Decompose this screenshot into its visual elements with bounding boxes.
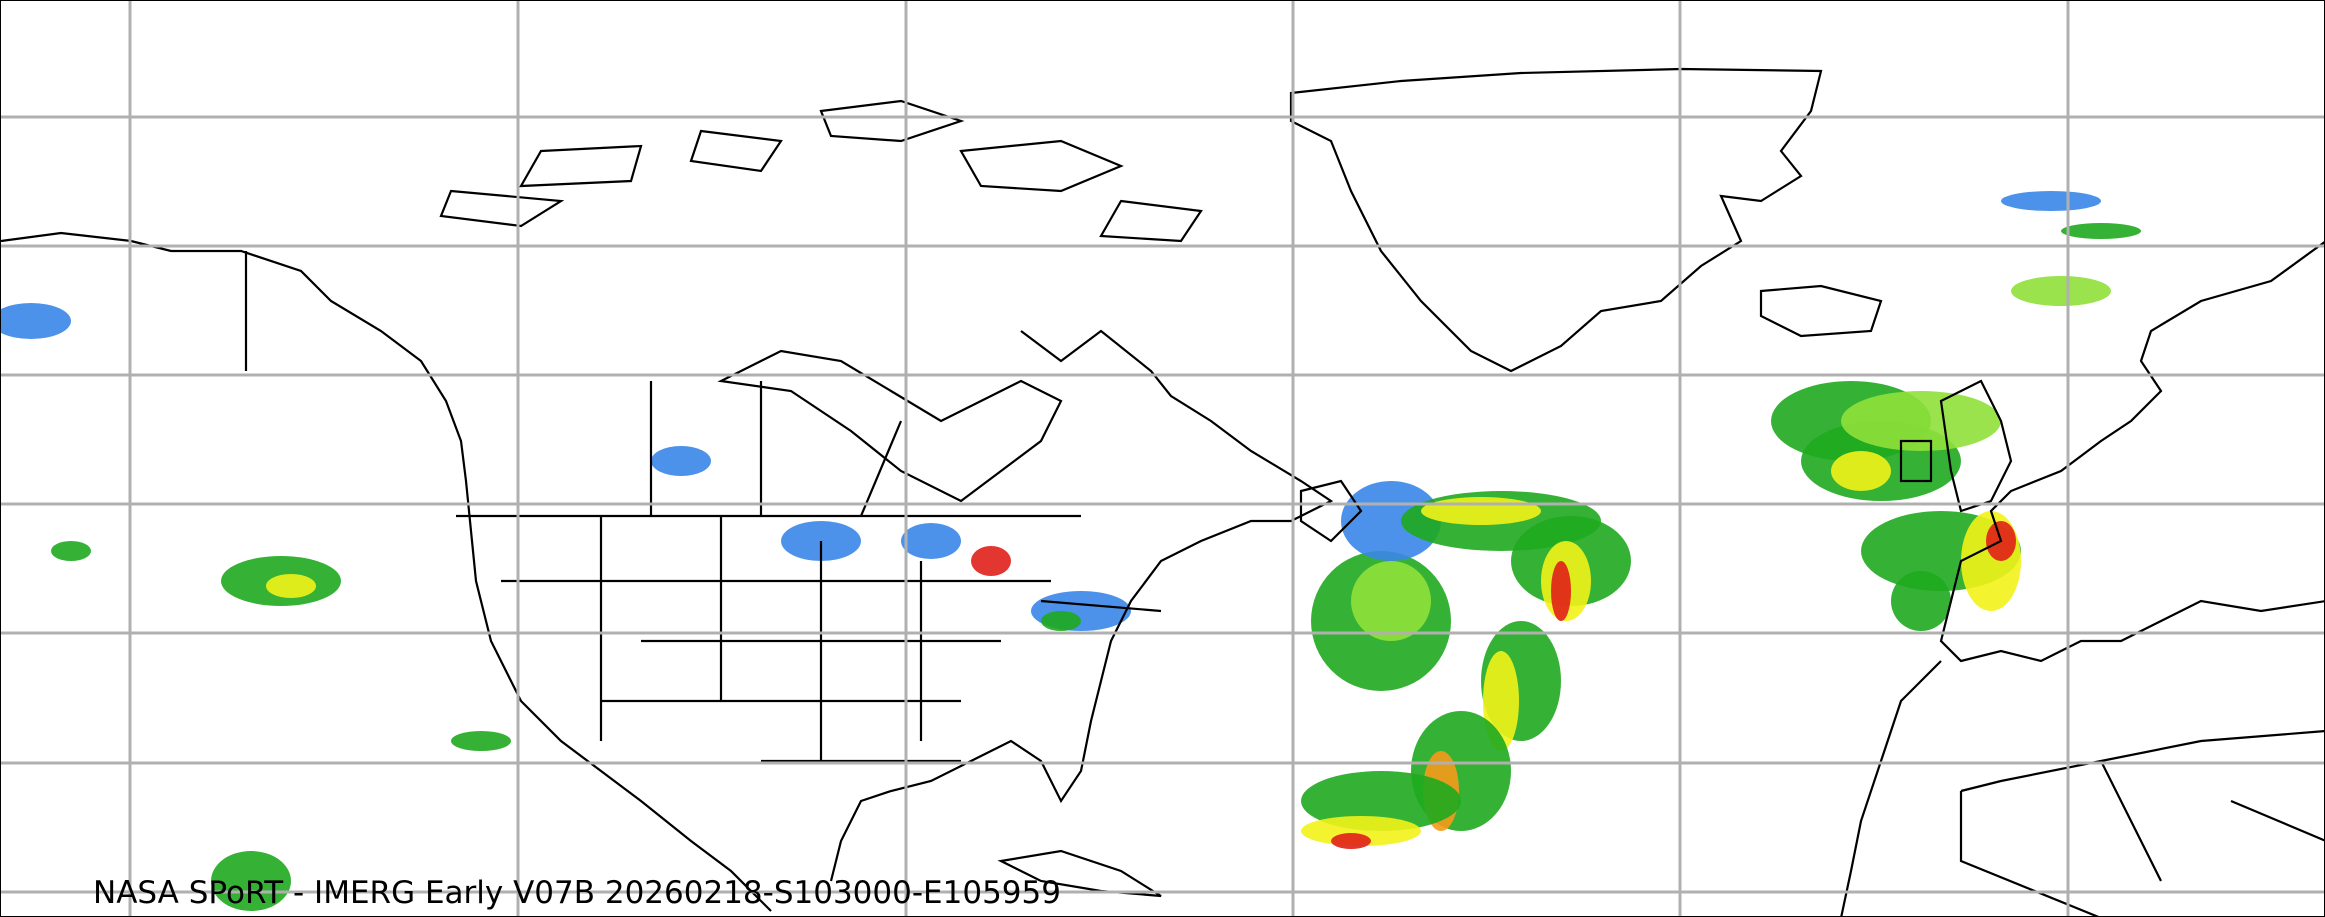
precipitation-area (2061, 223, 2141, 239)
africa-borders (1959, 760, 2324, 916)
cuba (997, 849, 1162, 898)
arctic-islands (439, 99, 1203, 243)
precipitation-area (1331, 833, 1371, 849)
precipitation-area (51, 541, 91, 561)
precipitation-area (1301, 771, 1461, 831)
precipitation-area (1, 303, 71, 339)
precipitation-area (1891, 571, 1951, 631)
coastlines (1, 67, 2324, 916)
precipitation-area (266, 574, 316, 598)
precipitation-area (1551, 561, 1571, 621)
precipitation-area (1351, 561, 1431, 641)
north-america-coast (1, 231, 1334, 912)
precipitation-area (1041, 611, 1081, 631)
precipitation-area (211, 851, 291, 911)
newfoundland (1299, 479, 1363, 543)
iceland (1759, 284, 1883, 338)
europe-coast (1939, 241, 2324, 663)
precipitation-area (2011, 276, 2111, 306)
hudson-bay (717, 349, 1063, 503)
precipitation-area (2001, 191, 2101, 211)
british-isles (1899, 379, 2013, 513)
precipitation-area (1341, 481, 1441, 561)
precipitation-area (1961, 511, 2021, 611)
greenland-coast (1289, 67, 1823, 373)
precipitation-area (971, 546, 1011, 576)
data-source-caption: NASA SPoRT - IMERG Early V07B 20260218-S… (93, 875, 1061, 911)
precipitation-layer (1, 191, 2141, 911)
precipitation-area (1841, 391, 2001, 451)
us-borders (456, 514, 1162, 763)
africa-coast (1840, 660, 2324, 916)
canada-borders (244, 251, 903, 517)
precipitation-area (901, 523, 961, 559)
precipitation-area (1301, 816, 1421, 846)
precipitation-area (1421, 497, 1541, 525)
precipitation-area (1831, 451, 1891, 491)
precipitation-area (651, 446, 711, 476)
precipitation-area (451, 731, 511, 751)
